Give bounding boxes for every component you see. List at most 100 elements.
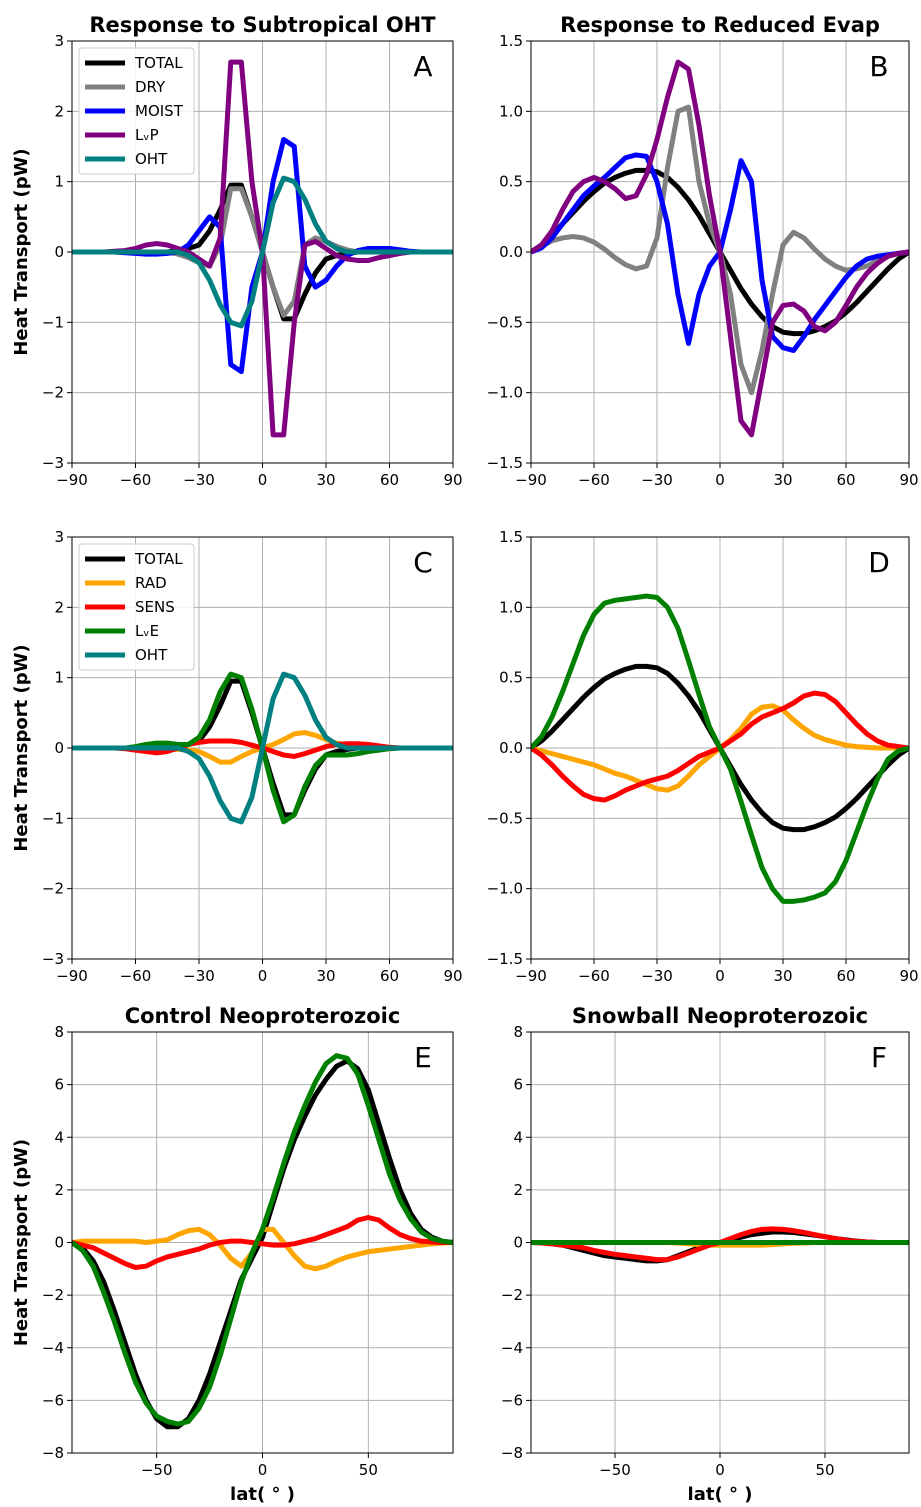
x-tick-label: 50 [815, 1461, 834, 1479]
y-tick-label: −4 [501, 1339, 523, 1357]
axes-frame [530, 536, 910, 960]
x-tick-label: −90 [56, 471, 88, 489]
y-tick-label: 1.5 [499, 32, 523, 50]
x-tick-label: 50 [359, 1461, 378, 1479]
legend-box [78, 543, 195, 671]
axes-frame [71, 1031, 454, 1454]
y-tick-label: 1.0 [499, 102, 523, 120]
legend-label: DRY [135, 78, 166, 96]
panel: −90 −60 −30 0 30 60 90 −3 −2 −1 0 1 2 3 Response to Su… [11, 13, 463, 489]
y-tick-label: −1.0 [487, 384, 523, 402]
legend-box [78, 47, 195, 175]
plot-area [72, 59, 453, 438]
panel-label: A [413, 50, 432, 83]
x-tick-label: −60 [120, 967, 152, 985]
x-tick-label: 60 [836, 967, 855, 985]
legend: TOTAL RAD SENS LᵥE OHT [78, 543, 195, 671]
x-tick-label: −50 [141, 1461, 173, 1479]
y-tick-label: 1 [54, 173, 64, 191]
y-tick-label: 0.0 [499, 739, 523, 757]
series-line [531, 59, 909, 438]
y-tick-label: −2 [42, 1286, 64, 1304]
y-tick-label: 4 [54, 1128, 64, 1146]
y-tick-label: 0.5 [499, 173, 523, 191]
panel-label: E [414, 1041, 432, 1074]
y-axis-label: Heat Transport (pW) [11, 644, 32, 851]
y-tick-label: −1.5 [487, 454, 523, 472]
axes-frame [530, 40, 910, 464]
x-tick-label: −30 [183, 471, 215, 489]
y-tick-label: 2 [513, 1181, 523, 1199]
panel: −50 0 50 −8 −6 −4 −2 0 2 4 6 8 Snowball Neoproterozo… [501, 1004, 910, 1505]
x-tick-label: 30 [316, 471, 335, 489]
y-tick-label: −0.5 [487, 313, 523, 331]
y-tick-label: 1.0 [499, 598, 523, 616]
y-tick-label: −8 [42, 1444, 64, 1462]
x-tick-label: 0 [715, 967, 725, 985]
y-tick-label: 0.0 [499, 243, 523, 261]
x-tick-label: 90 [899, 967, 918, 985]
chart-title: Snowball Neoproterozoic [572, 1004, 868, 1028]
legend-label: TOTAL [134, 550, 183, 568]
legend-label: RAD [135, 574, 167, 592]
y-tick-label: −3 [42, 950, 64, 968]
x-tick-label: 90 [443, 471, 462, 489]
y-tick-label: −2 [501, 1286, 523, 1304]
x-tick-label: −90 [515, 967, 547, 985]
y-tick-label: 8 [54, 1023, 64, 1041]
x-tick-label: −60 [578, 967, 610, 985]
y-tick-label: 3 [54, 528, 64, 546]
y-tick-label: −4 [42, 1339, 64, 1357]
legend-label: MOIST [135, 102, 184, 120]
legend-label: OHT [135, 646, 168, 664]
plot-area [531, 1226, 909, 1264]
y-tick-label: −6 [42, 1391, 64, 1409]
x-tick-label: 0 [715, 471, 725, 489]
y-tick-label: −1.0 [487, 880, 523, 898]
y-axis-label: Heat Transport (pW) [11, 1139, 32, 1346]
x-tick-label: −60 [578, 471, 610, 489]
y-tick-label: 2 [54, 598, 64, 616]
legend: TOTAL DRY MOIST LᵥP OHT [78, 47, 195, 175]
x-tick-label: −50 [599, 1461, 631, 1479]
legend-label: LᵥP [135, 126, 159, 144]
panel-label: C [413, 546, 433, 579]
legend-label: TOTAL [134, 54, 183, 72]
x-tick-label: 60 [380, 967, 399, 985]
panel-label: F [871, 1041, 887, 1074]
panel: −90 −60 −30 0 30 60 90 −1.5 −1.0 −0.5 0.0 0.5 1.0 1.5… [487, 528, 919, 985]
x-tick-label: 0 [715, 1461, 725, 1479]
x-tick-label: 90 [443, 967, 462, 985]
plot-area [531, 59, 909, 438]
legend-label: LᵥE [135, 622, 159, 640]
series-line [531, 593, 909, 904]
y-tick-label: 1 [54, 669, 64, 687]
x-tick-label: 30 [316, 967, 335, 985]
x-axis-label: lat( ° ) [688, 1484, 753, 1505]
legend-label: OHT [135, 150, 168, 168]
x-tick-label: 60 [380, 471, 399, 489]
x-tick-label: 60 [836, 471, 855, 489]
x-tick-label: 0 [258, 1461, 268, 1479]
panel-label: B [869, 50, 888, 83]
x-tick-label: −90 [515, 471, 547, 489]
chart-title: Control Neoproterozoic [125, 1004, 401, 1028]
plot-area [72, 1053, 453, 1430]
y-tick-label: 0 [54, 1234, 64, 1252]
y-tick-label: 3 [54, 32, 64, 50]
y-tick-label: −3 [42, 454, 64, 472]
x-tick-label: −30 [641, 967, 673, 985]
y-tick-label: −1 [42, 809, 64, 827]
plot-area [72, 671, 453, 825]
axes-frame [71, 40, 454, 464]
panel: −90 −60 −30 0 30 60 90 −3 −2 −1 0 1 2 3 Heat Transport… [11, 528, 463, 985]
y-tick-label: 0.5 [499, 669, 523, 687]
series-line [72, 1053, 453, 1427]
x-tick-label: 0 [258, 471, 268, 489]
plot-area [531, 593, 909, 904]
y-tick-label: 0 [54, 739, 64, 757]
y-tick-label: −1 [42, 313, 64, 331]
y-tick-label: −1.5 [487, 950, 523, 968]
x-tick-label: 0 [258, 967, 268, 985]
